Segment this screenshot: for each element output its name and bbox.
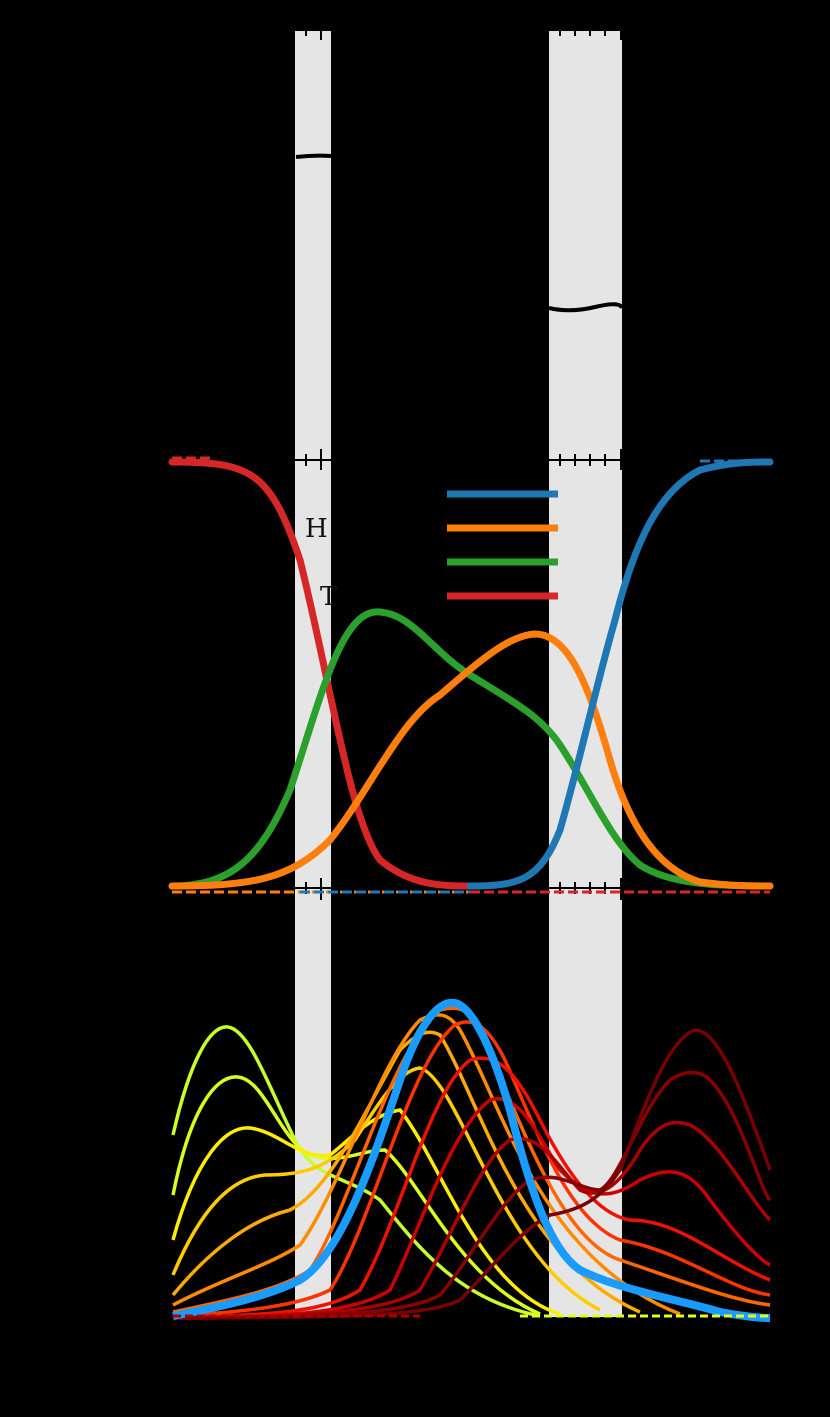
shaded-band-2 bbox=[549, 30, 622, 1317]
curve-cmap-12 bbox=[172, 1028, 772, 1320]
bottom-panel-curves bbox=[171, 998, 772, 1322]
middle-panel-curves bbox=[168, 458, 774, 890]
curve-green bbox=[168, 608, 774, 890]
curve-highlighted-blue bbox=[172, 998, 771, 1322]
legend bbox=[447, 490, 558, 600]
curve-orange bbox=[168, 630, 774, 890]
annotation-t: T bbox=[320, 582, 338, 612]
curve-cmap-3 bbox=[171, 1066, 601, 1312]
top-segment-band-1 bbox=[295, 153, 332, 159]
curve-cmap-10 bbox=[172, 1120, 772, 1320]
curve-cmap-0 bbox=[171, 1025, 541, 1318]
curve-cmap-2 bbox=[171, 1108, 561, 1316]
curve-blue bbox=[466, 458, 774, 890]
curve-red bbox=[168, 458, 474, 890]
curve-cmap-9 bbox=[172, 1096, 771, 1320]
curve-cmap-5 bbox=[172, 1013, 681, 1316]
top-segment-band-2 bbox=[548, 302, 624, 313]
annotation-h: H bbox=[305, 514, 328, 544]
curve-cmap-11 bbox=[172, 1070, 772, 1320]
curve-cmap-7 bbox=[172, 1020, 771, 1318]
